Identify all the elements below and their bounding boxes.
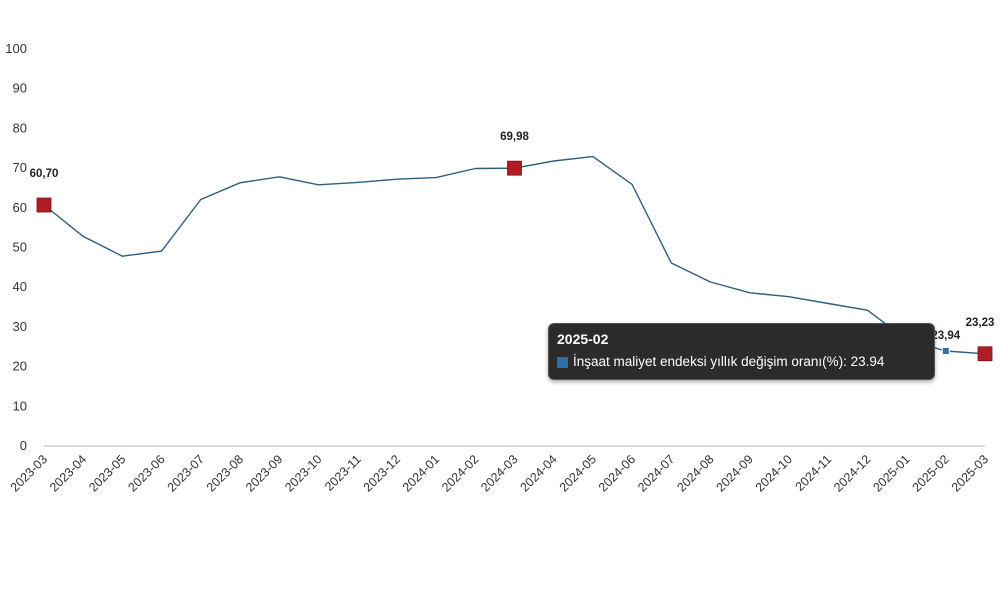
- data-point-marker[interactable]: [36, 197, 52, 213]
- y-tick-label: 0: [20, 438, 27, 453]
- data-label: 60,70: [30, 168, 59, 180]
- y-axis: 0 10 20 30 40 50 60 70 80 90 100: [5, 41, 27, 453]
- data-point-marker[interactable]: [507, 160, 522, 176]
- y-tick-label: 60: [13, 200, 27, 215]
- y-tick-label: 100: [5, 41, 27, 56]
- data-label: 23,23: [966, 317, 995, 329]
- x-tick-label: 2023-12: [361, 452, 403, 494]
- y-tick-label: 50: [13, 240, 27, 255]
- marker-layer[interactable]: [36, 160, 993, 362]
- x-tick-label: 2023-06: [125, 452, 167, 494]
- x-tick-label: 2025-01: [870, 452, 912, 494]
- y-tick-label: 30: [13, 319, 27, 334]
- x-tick-label: 2025-03: [949, 452, 991, 494]
- x-tick-label: 2024-12: [831, 452, 873, 494]
- x-tick-label: 2023-11: [322, 452, 364, 494]
- x-tick-label: 2023-10: [282, 452, 324, 494]
- x-tick-label: 2024-08: [674, 452, 716, 494]
- chart-tooltip: 2025-02 İnşaat maliyet endeksi yıllık de…: [548, 323, 935, 380]
- x-tick-label: 2024-09: [714, 452, 756, 494]
- x-tick-label: 2024-10: [753, 452, 795, 494]
- x-tick-label: 2024-07: [635, 452, 677, 494]
- x-axis: 2023-032023-042023-052023-062023-072023-…: [8, 452, 991, 494]
- y-tick-label: 70: [13, 160, 27, 175]
- x-tick-label: 2023-05: [86, 452, 128, 494]
- x-tick-label: 2023-07: [165, 452, 207, 494]
- y-tick-label: 90: [13, 81, 27, 96]
- tooltip-text: İnşaat maliyet endeksi yıllık değişim or…: [573, 354, 885, 369]
- x-tick-label: 2024-01: [400, 452, 442, 494]
- x-tick-label: 2024-05: [557, 452, 599, 494]
- x-tick-label: 2024-11: [793, 452, 835, 494]
- y-tick-label: 40: [13, 279, 27, 294]
- x-tick-label: 2025-02: [910, 452, 952, 494]
- x-tick-label: 2024-03: [478, 452, 520, 494]
- tooltip-row: İnşaat maliyet endeksi yıllık değişim or…: [557, 353, 926, 371]
- data-point-marker[interactable]: [977, 346, 993, 362]
- data-point-marker[interactable]: [941, 346, 950, 355]
- x-tick-label: 2024-04: [517, 452, 559, 494]
- data-label: 69,98: [500, 131, 529, 143]
- y-tick-label: 20: [13, 359, 27, 374]
- x-tick-label: 2023-03: [8, 452, 50, 494]
- x-tick-label: 2024-06: [596, 452, 638, 494]
- data-label: 23,94: [931, 330, 960, 342]
- x-tick-label: 2024-02: [439, 452, 481, 494]
- x-tick-label: 2023-09: [243, 452, 285, 494]
- y-tick-label: 10: [13, 398, 27, 413]
- tooltip-series-swatch: [557, 356, 568, 368]
- data-label-layer: 60,70 69,98 23,94 23,23: [30, 131, 995, 342]
- x-tick-label: 2023-08: [204, 452, 246, 494]
- tooltip-title: 2025-02: [557, 331, 609, 347]
- y-tick-label: 80: [13, 120, 27, 135]
- x-tick-label: 2023-04: [47, 452, 89, 494]
